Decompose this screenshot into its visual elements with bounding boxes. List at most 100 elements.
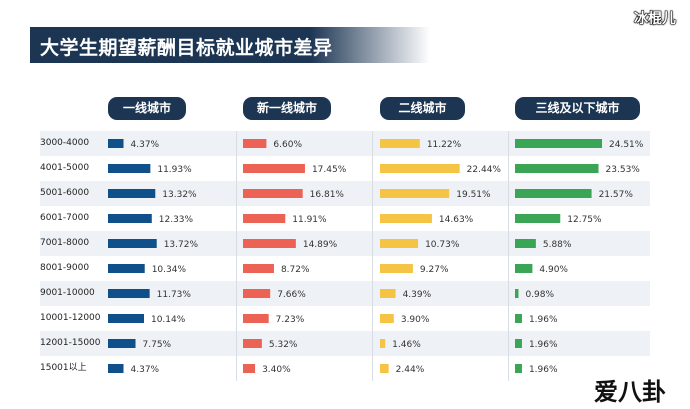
- bar: [108, 239, 157, 248]
- bar: [243, 339, 262, 348]
- bar: [108, 289, 150, 298]
- bar: [243, 364, 256, 373]
- bar: [243, 314, 269, 323]
- data-label: 12.33%: [159, 215, 194, 225]
- data-label: 3.90%: [401, 315, 430, 325]
- bar: [380, 314, 394, 323]
- data-label: 3.40%: [262, 365, 291, 375]
- bar: [108, 314, 144, 323]
- data-label: 17.45%: [312, 165, 347, 175]
- bar: [515, 264, 533, 273]
- category-label: 10001-12000: [40, 313, 101, 323]
- data-label: 13.32%: [162, 190, 197, 200]
- data-label: 1.96%: [529, 340, 558, 350]
- bar: [108, 264, 145, 273]
- data-label: 16.81%: [310, 190, 345, 200]
- bar: [243, 289, 271, 298]
- bar: [515, 189, 592, 198]
- data-label: 9.27%: [420, 265, 449, 275]
- data-label: 24.51%: [609, 140, 644, 150]
- data-label: 23.53%: [606, 165, 641, 175]
- column-divider: [508, 131, 509, 381]
- logo: 爱八卦: [594, 378, 666, 406]
- table-row: 4001-5000: [40, 156, 650, 181]
- data-label: 7.66%: [277, 290, 306, 300]
- data-label: 4.37%: [131, 365, 160, 375]
- data-label: 0.98%: [525, 290, 554, 300]
- data-label: 10.14%: [151, 315, 186, 325]
- bar: [243, 164, 305, 173]
- table-row: 8001-9000: [40, 256, 650, 281]
- data-label: 14.89%: [303, 240, 338, 250]
- data-label: 11.73%: [157, 290, 192, 300]
- data-label: 4.37%: [131, 140, 160, 150]
- bar: [515, 314, 522, 323]
- category-label: 4001-5000: [40, 163, 90, 173]
- table-row: 6001-7000: [40, 206, 650, 231]
- data-label: 14.63%: [439, 215, 474, 225]
- bar: [380, 289, 396, 298]
- data-label: 8.72%: [281, 265, 310, 275]
- table-row: 12001-15000: [40, 331, 650, 356]
- data-label: 2.44%: [396, 365, 425, 375]
- bar: [243, 239, 296, 248]
- series-header-tier1: 一线城市: [108, 97, 186, 120]
- data-label: 7.75%: [143, 340, 172, 350]
- bar: [380, 364, 389, 373]
- bar: [515, 339, 522, 348]
- data-label: 4.90%: [539, 265, 568, 275]
- bar: [380, 239, 419, 248]
- bar: [380, 264, 413, 273]
- bar: [380, 214, 432, 223]
- bar: [380, 164, 460, 173]
- chart-title: 大学生期望薪酬目标就业城市差异: [40, 37, 333, 59]
- series-header-tier3-below: 三线及以下城市: [515, 97, 640, 120]
- category-label: 3000-4000: [40, 138, 90, 148]
- data-label: 11.93%: [157, 165, 192, 175]
- category-label: 5001-6000: [40, 188, 90, 198]
- bar: [515, 289, 519, 298]
- column-divider: [372, 131, 373, 381]
- bar: [108, 189, 156, 198]
- data-label: 7.23%: [276, 315, 305, 325]
- category-label: 7001-8000: [40, 238, 90, 248]
- column-divider: [236, 131, 237, 381]
- category-label: 8001-9000: [40, 263, 90, 273]
- series-header-new-tier1: 新一线城市: [243, 97, 331, 120]
- data-label: 5.32%: [269, 340, 298, 350]
- bar: [515, 164, 599, 173]
- bar: [380, 339, 386, 348]
- bar: [515, 364, 522, 373]
- bar: [243, 264, 274, 273]
- bar: [515, 139, 603, 148]
- data-label: 1.46%: [392, 340, 421, 350]
- data-label: 1.96%: [529, 365, 558, 375]
- bar: [243, 139, 267, 148]
- data-label: 11.22%: [427, 140, 462, 150]
- bar: [380, 189, 450, 198]
- bar: [108, 164, 151, 173]
- category-label: 15001以上: [40, 363, 87, 373]
- data-label: 19.51%: [456, 190, 491, 200]
- watermark: 冰棍儿: [634, 11, 677, 28]
- data-label: 6.60%: [273, 140, 302, 150]
- data-label: 13.72%: [164, 240, 199, 250]
- bar: [515, 214, 561, 223]
- bar: [108, 339, 136, 348]
- data-label: 11.91%: [292, 215, 327, 225]
- title-bar: [30, 27, 430, 63]
- bar: [243, 189, 303, 198]
- category-label: 6001-7000: [40, 213, 90, 223]
- data-label: 22.44%: [467, 165, 502, 175]
- data-label: 10.73%: [425, 240, 460, 250]
- table-row: 15001以上: [40, 356, 650, 381]
- data-label: 10.34%: [152, 265, 187, 275]
- data-label: 4.39%: [403, 290, 432, 300]
- data-label: 1.96%: [529, 315, 558, 325]
- data-label: 5.88%: [543, 240, 572, 250]
- bar: [515, 239, 536, 248]
- category-label: 9001-10000: [40, 288, 95, 298]
- bar: [108, 364, 124, 373]
